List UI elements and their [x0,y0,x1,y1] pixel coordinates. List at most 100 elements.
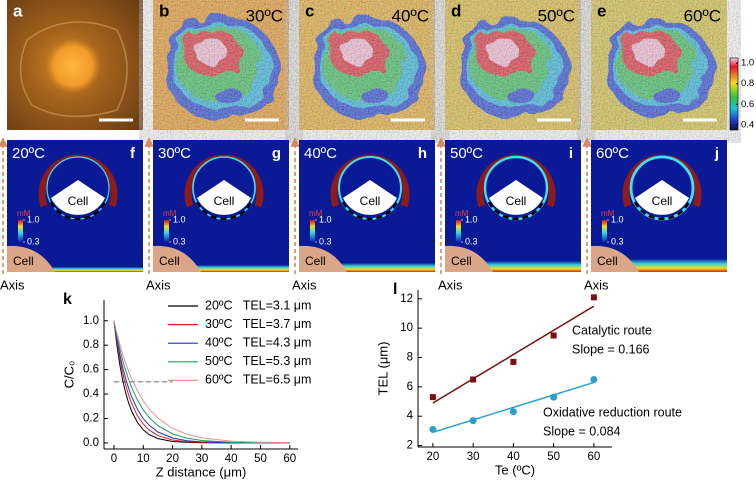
cell-label: Cell [13,254,34,268]
unit-label: mM [17,209,31,218]
surface-strip [193,265,289,272]
point [429,394,436,401]
x-tick-label: 60 [283,453,296,465]
annotation: Slope = 0.084 [543,424,621,438]
cell-label: Cell [305,254,326,268]
temperature-label: 30ºC [158,145,191,162]
x-tick-label: 0 [111,453,117,465]
temperature-label: 30ºC [246,6,283,25]
image-panel: 30ºC b [153,0,289,130]
colorbar-label: 0.4 [741,119,754,130]
cell-label: Cell [68,194,89,208]
axis-label: Axis [438,277,463,292]
x-tick-label: 10 [137,453,150,465]
surface-strip [631,259,727,272]
image-panel: a [7,0,143,130]
cell-label: Cell [214,194,235,208]
y-tick-label: 0.0 [83,437,99,449]
unit-label: mM [601,209,615,218]
speckle [445,0,581,130]
cell-sector [343,180,397,215]
x-tick-label: 20 [166,453,179,465]
line-series [113,320,290,444]
cell-boundary [49,201,107,221]
temperature-label: 60ºC [684,6,721,25]
simulation-panel: Cell Cell 40ºC h mM1.0 0.3 [299,140,435,272]
cell-boundary [487,201,545,221]
cell-sector [489,180,543,215]
cell-boundary [341,201,399,221]
nucleus [45,38,101,94]
image-panel: 50ºC d [445,0,581,130]
simulation-panel: Cell Cell 20ºC f mM1.0 0.3 [7,140,143,272]
y-tick-label: 4 [407,410,414,422]
speckle [153,0,289,130]
fit-line [432,381,595,434]
fit-line [432,305,595,404]
y-tick-label: 8 [407,352,413,364]
mini-tick-label: 1.0 [173,214,186,224]
simulation-panel: Cell Cell 50ºC i mM1.0 0.3 [445,140,581,272]
mini-tick-label: 0.3 [27,236,40,246]
cell-sector [51,180,105,215]
panel-label: d [451,1,461,20]
panel-label: k [63,291,72,308]
x-tick-label: 50 [547,451,560,463]
axis-label: Axis [584,277,609,292]
temperature-label: 60ºC [596,145,629,162]
x-tick-label: 60 [587,451,600,463]
legend-label: 50ºC TEL=5.3 μm [205,354,311,368]
mini-tick-label: 1.0 [611,214,624,224]
panel-label: f [130,145,136,162]
cell-corner [591,245,639,272]
mini-colorbar [310,220,315,242]
cell-label: Cell [360,194,381,208]
x-tick-label: 30 [467,451,480,463]
mini-tick-label: 0.3 [173,236,186,246]
point [469,417,477,425]
unit-label: mM [163,209,177,218]
y-tick-label: 10 [400,322,413,334]
y-tick-label: 12 [400,293,413,305]
y-tick-label: 1.0 [83,315,99,327]
y-tick-label: 0.8 [83,339,99,351]
mini-colorbar [602,220,607,242]
annotation: Catalytic route [572,323,652,337]
mini-colorbar [164,220,169,242]
image-panel: 60ºC e [591,0,727,130]
cell-label: Cell [597,254,618,268]
line-series [113,320,290,444]
annotation: Slope = 0.166 [572,342,650,356]
y-tick-label: 6 [407,381,413,393]
axis-label: Axis [292,277,317,292]
mini-tick-label: 0.3 [465,236,478,246]
point [429,425,437,433]
panel-label: c [305,1,314,20]
cell-corner [153,245,201,272]
mini-tick-label: 1.0 [27,214,40,224]
surface-strip [47,267,143,272]
x-axis-label: Te (ºC) [495,462,535,477]
cell-label: Cell [451,254,472,268]
axis-label: Axis [146,277,171,292]
cell-outline [19,21,128,118]
legend-label: 20ºC TEL=3.1 μm [205,298,311,312]
mini-tick-label: 1.0 [319,214,332,224]
unit-label: mM [455,209,469,218]
x-tick-label: 40 [507,451,520,463]
simulation-panel: Cell Cell 60ºC j mM1.0 0.3 [591,140,727,272]
x-tick-label: 20 [426,451,439,463]
point [470,376,477,383]
y-tick-label: 0.2 [83,412,99,424]
mini-colorbar [18,220,23,242]
annotation: Oxidative reduction route [543,405,682,419]
y-axis-label: TEL (μm) [375,342,390,396]
cell-label: Cell [159,254,180,268]
image-panel: 40ºC c [299,0,435,130]
simulation-panel: Cell Cell 30ºC g mM1.0 0.3 [153,140,289,272]
panel-label: h [418,145,427,162]
panel-label: i [569,145,573,162]
x-tick-label: 30 [195,453,208,465]
legend-label: 60ºC TEL=6.5 μm [205,373,311,387]
